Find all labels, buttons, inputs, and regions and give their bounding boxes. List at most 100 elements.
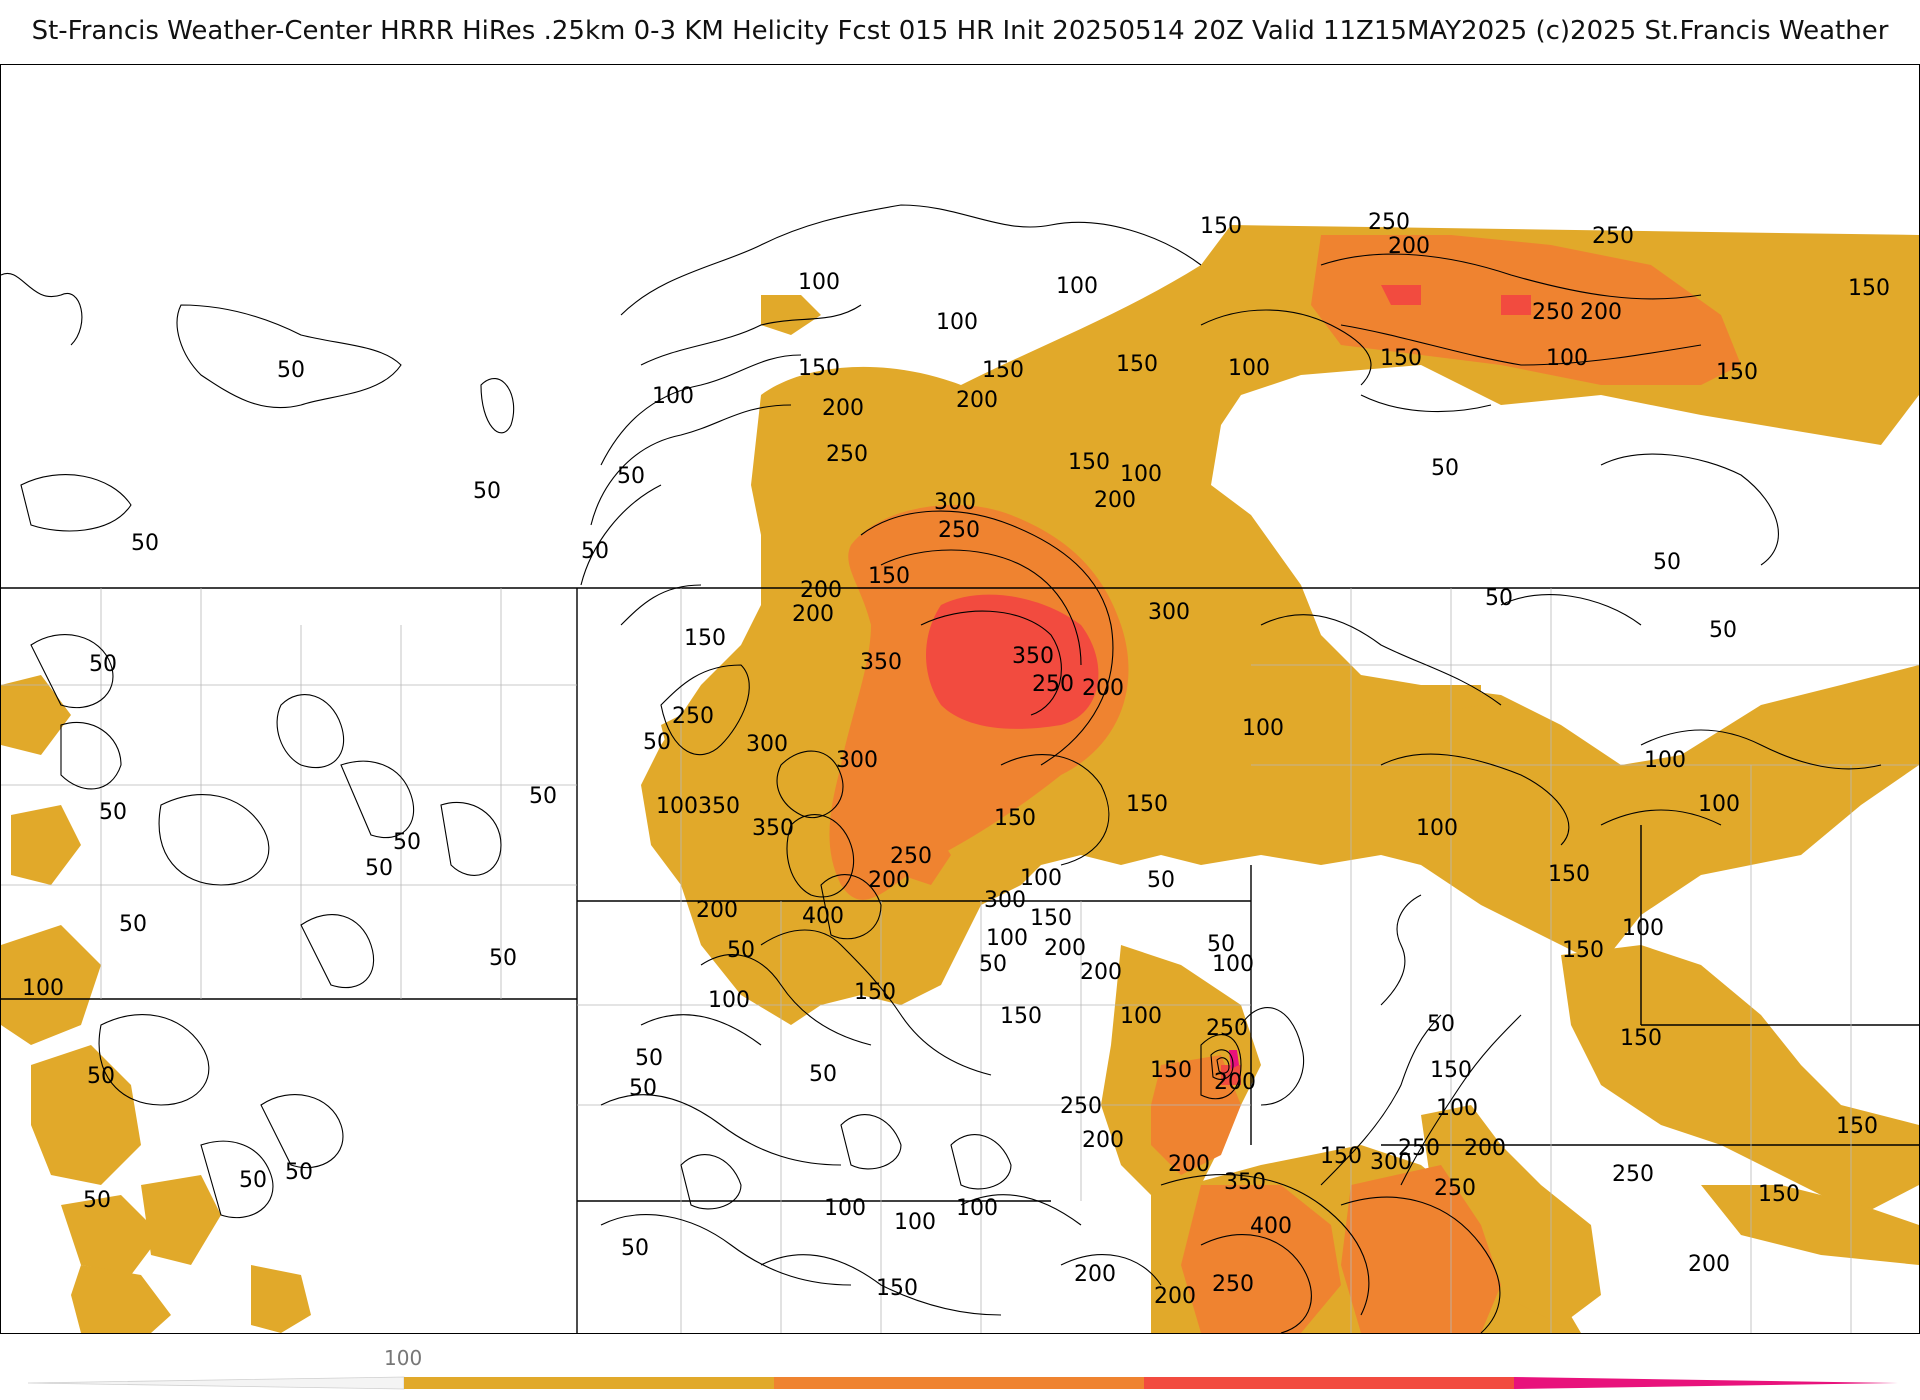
svg-text:150: 150 <box>1116 352 1158 377</box>
svg-text:250: 250 <box>1612 1162 1654 1187</box>
svg-text:100: 100 <box>936 310 978 335</box>
svg-text:100: 100 <box>22 976 64 1001</box>
svg-text:250: 250 <box>1206 1016 1248 1041</box>
svg-text:150: 150 <box>1150 1058 1192 1083</box>
svg-text:200: 200 <box>956 388 998 413</box>
county-lines <box>1 588 1919 1333</box>
svg-text:100: 100 <box>798 270 840 295</box>
svg-text:50: 50 <box>473 479 501 504</box>
svg-text:100: 100 <box>656 794 698 819</box>
svg-text:100: 100 <box>986 926 1028 951</box>
svg-text:250: 250 <box>1532 300 1574 325</box>
svg-text:50: 50 <box>1709 618 1737 643</box>
helicity-contours <box>1 204 1882 1333</box>
svg-text:50: 50 <box>365 856 393 881</box>
svg-text:50: 50 <box>979 952 1007 977</box>
svg-text:200: 200 <box>800 578 842 603</box>
svg-text:50: 50 <box>727 938 755 963</box>
svg-text:150: 150 <box>1848 276 1890 301</box>
svg-text:150: 150 <box>876 1276 918 1301</box>
svg-text:100: 100 <box>652 384 694 409</box>
svg-text:250: 250 <box>1398 1136 1440 1161</box>
svg-text:400: 400 <box>802 904 844 929</box>
svg-text:50: 50 <box>617 464 645 489</box>
svg-text:350: 350 <box>752 816 794 841</box>
svg-text:150: 150 <box>1000 1004 1042 1029</box>
svg-text:300: 300 <box>1370 1150 1412 1175</box>
svg-text:200: 200 <box>1580 300 1622 325</box>
svg-text:200: 200 <box>1168 1152 1210 1177</box>
svg-text:350: 350 <box>1012 644 1054 669</box>
svg-text:50: 50 <box>629 1076 657 1101</box>
svg-text:150: 150 <box>684 626 726 651</box>
svg-text:150: 150 <box>1320 1144 1362 1169</box>
svg-text:100: 100 <box>1698 792 1740 817</box>
svg-text:50: 50 <box>277 358 305 383</box>
svg-text:50: 50 <box>621 1236 649 1261</box>
svg-text:50: 50 <box>285 1160 313 1185</box>
svg-text:100: 100 <box>956 1196 998 1221</box>
svg-text:50: 50 <box>119 912 147 937</box>
svg-text:200: 200 <box>868 868 910 893</box>
svg-text:100: 100 <box>1212 952 1254 977</box>
colorbar <box>28 1376 1898 1390</box>
svg-text:150: 150 <box>854 980 896 1005</box>
colorbar-tick-label: 100 <box>384 1346 423 1370</box>
svg-text:100: 100 <box>1436 1096 1478 1121</box>
svg-text:400: 400 <box>1250 1214 1292 1239</box>
svg-text:100: 100 <box>1228 356 1270 381</box>
helicity-map: 50 50 50 50 50 50 50 50 50 50 50 50 50 5… <box>0 64 1920 1334</box>
svg-text:200: 200 <box>1688 1252 1730 1277</box>
svg-text:300: 300 <box>746 732 788 757</box>
fill-level-400 <box>1229 1050 1239 1069</box>
svg-text:100: 100 <box>1622 916 1664 941</box>
svg-text:150: 150 <box>1030 906 1072 931</box>
contour-labels: 50 50 50 50 50 50 50 50 50 50 50 50 50 5… <box>22 210 1890 1309</box>
svg-text:150: 150 <box>1068 450 1110 475</box>
svg-text:200: 200 <box>1094 488 1136 513</box>
svg-text:200: 200 <box>1074 1262 1116 1287</box>
svg-text:150: 150 <box>1548 862 1590 887</box>
svg-text:50: 50 <box>809 1062 837 1087</box>
svg-text:50: 50 <box>1431 456 1459 481</box>
svg-text:50: 50 <box>1207 932 1235 957</box>
svg-text:50: 50 <box>581 539 609 564</box>
svg-text:150: 150 <box>1562 938 1604 963</box>
svg-text:150: 150 <box>1716 360 1758 385</box>
svg-text:250: 250 <box>1592 224 1634 249</box>
svg-text:100: 100 <box>894 1210 936 1235</box>
svg-text:150: 150 <box>1380 346 1422 371</box>
svg-text:350: 350 <box>860 650 902 675</box>
svg-text:50: 50 <box>1427 1012 1455 1037</box>
svg-text:150: 150 <box>1126 792 1168 817</box>
svg-text:100: 100 <box>1242 716 1284 741</box>
svg-text:350: 350 <box>698 794 740 819</box>
svg-text:200: 200 <box>1214 1070 1256 1095</box>
svg-text:200: 200 <box>792 602 834 627</box>
svg-text:200: 200 <box>1388 234 1430 259</box>
svg-text:250: 250 <box>1212 1272 1254 1297</box>
svg-text:50: 50 <box>1147 868 1175 893</box>
svg-text:200: 200 <box>696 898 738 923</box>
svg-text:50: 50 <box>1653 550 1681 575</box>
svg-text:150: 150 <box>798 356 840 381</box>
svg-text:150: 150 <box>868 564 910 589</box>
svg-text:100: 100 <box>1120 1004 1162 1029</box>
svg-text:250: 250 <box>1368 210 1410 235</box>
colorbar-segment-300 <box>1144 1377 1514 1389</box>
svg-text:150: 150 <box>1836 1114 1878 1139</box>
svg-text:250: 250 <box>1032 672 1074 697</box>
colorbar-segment-200 <box>774 1377 1144 1389</box>
svg-text:250: 250 <box>890 844 932 869</box>
svg-text:200: 200 <box>822 396 864 421</box>
svg-text:200: 200 <box>1154 1284 1196 1309</box>
svg-text:200: 200 <box>1464 1136 1506 1161</box>
svg-text:50: 50 <box>239 1168 267 1193</box>
colorbar-segment-400 <box>1514 1377 1898 1389</box>
colorbar-white-ramp <box>28 1376 405 1390</box>
svg-text:100: 100 <box>708 988 750 1013</box>
svg-text:150: 150 <box>1620 1026 1662 1051</box>
svg-text:250: 250 <box>1060 1094 1102 1119</box>
svg-text:250: 250 <box>938 518 980 543</box>
svg-text:250: 250 <box>1434 1176 1476 1201</box>
